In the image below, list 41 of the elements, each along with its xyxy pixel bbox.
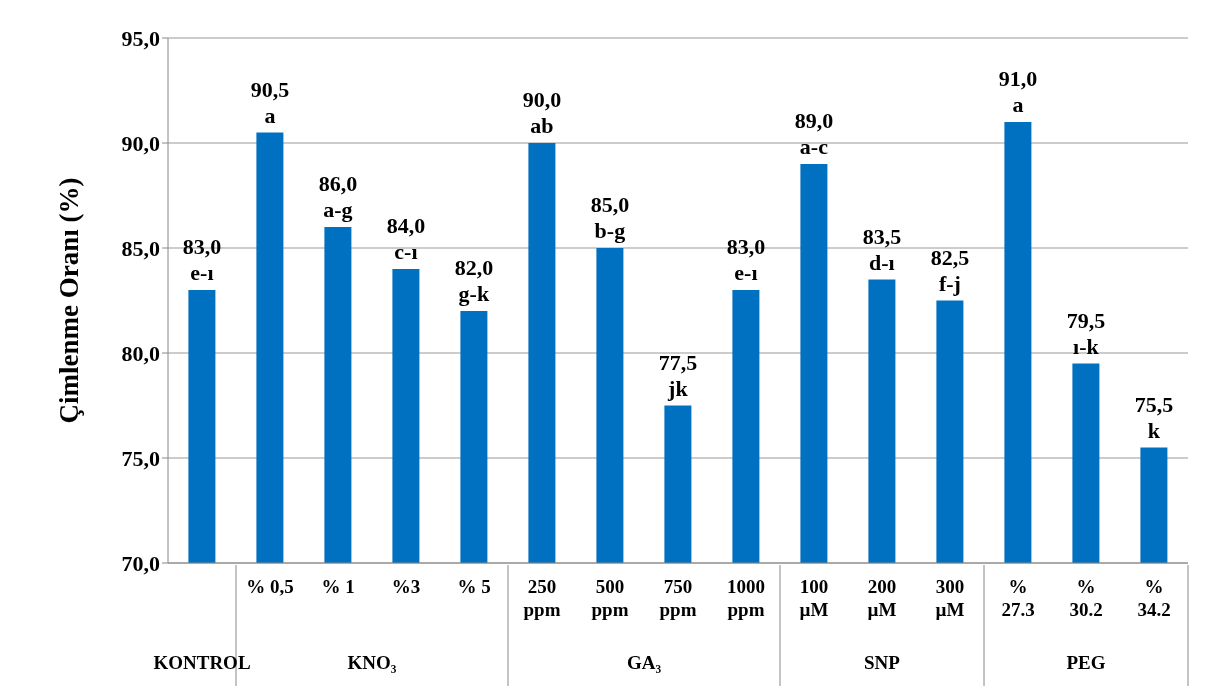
data-label: 77,5 jk (658, 349, 698, 401)
x-tick-label: 300 µM (935, 576, 965, 620)
y-tick-label: 90,0 (121, 130, 160, 156)
data-label: 83,0 e-ı (182, 234, 222, 285)
x-tick-label: % 27.3 (1001, 576, 1035, 620)
data-label: 83,0 e-ı (726, 234, 766, 285)
x-tick-label: % 1 (321, 576, 355, 597)
data-label: 90,0 ab (522, 87, 562, 138)
x-tick-label: 250 ppm (523, 576, 561, 620)
data-label: 89,0 a-c (794, 108, 834, 159)
data-label: 75,5 k (1134, 391, 1174, 443)
x-tick-label: % 0,5 (246, 576, 294, 597)
x-tick-label: % 34.2 (1137, 576, 1171, 620)
x-tick-label: 100 µM (799, 576, 829, 620)
x-tick-label: 200 µM (867, 576, 897, 620)
x-tick-label: %3 (391, 576, 421, 597)
text: KONTROL (152, 652, 252, 674)
data-label: 83,5 d-ı (862, 223, 902, 275)
x-tick-label: 750 ppm (659, 576, 697, 620)
x-tick-label: % 5 (457, 576, 491, 597)
data-label: 84,0 c-ı (386, 213, 426, 264)
y-tick-label: 80,0 (121, 340, 160, 366)
x-tick-label: % 30.2 (1069, 576, 1103, 620)
data-label: 91,0 a (998, 66, 1038, 117)
text: GA₃ (625, 652, 663, 674)
data-label: 86,0 a-g (318, 171, 358, 222)
data-label: 82,5 f-j (930, 244, 970, 296)
data-label: 90,5 a (250, 76, 290, 128)
x-tick-label: 1000 ppm (727, 576, 765, 620)
y-axis-title: Çimlenme Oranı (%) (53, 177, 84, 424)
data-label: 85,0 b-g (590, 192, 630, 243)
text: SNP (863, 652, 901, 674)
text: PEG (1065, 652, 1107, 674)
data-label: 79,5 ı-k (1066, 307, 1106, 359)
y-tick-label: 75,0 (121, 445, 160, 471)
text: KNO₃ (346, 652, 398, 674)
y-tick-label: 95,0 (121, 25, 160, 51)
x-tick-label: 500 ppm (591, 576, 629, 620)
data-label: 82,0 g-k (454, 255, 494, 306)
y-tick-label: 70,0 (121, 550, 160, 576)
y-tick-label: 85,0 (121, 235, 160, 261)
